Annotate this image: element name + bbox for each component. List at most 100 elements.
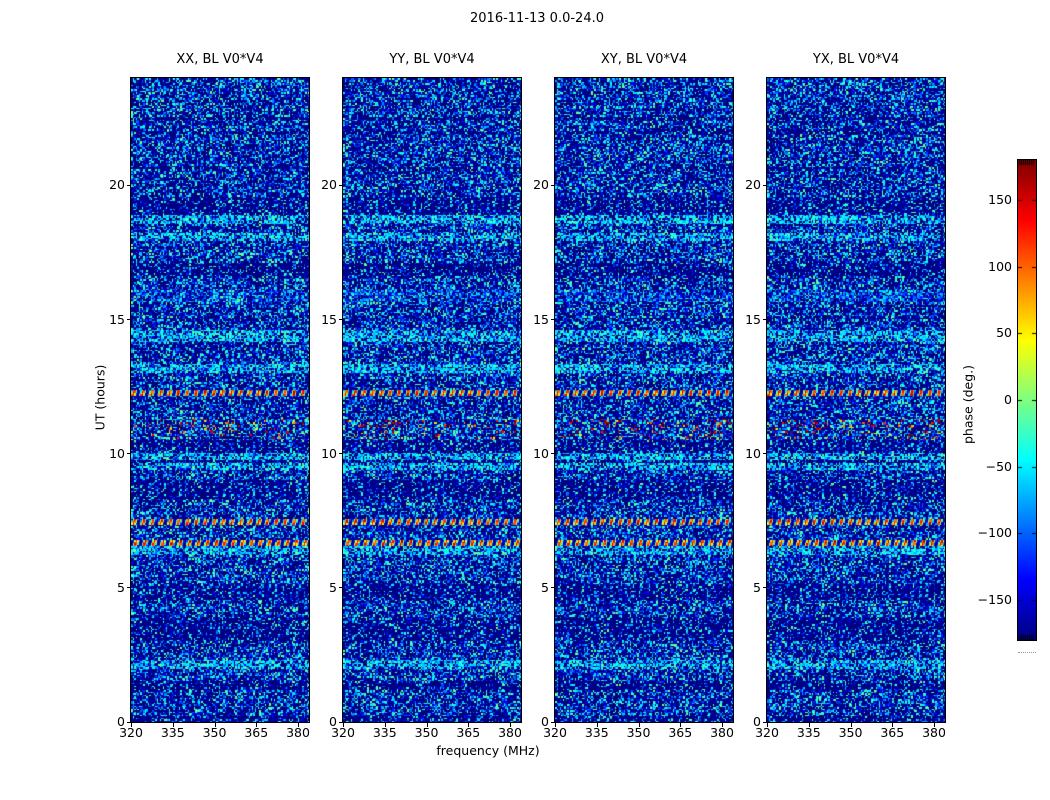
y-tick-mark (551, 184, 554, 186)
x-tick-mark (767, 723, 768, 727)
y-tick-label: 15 (321, 311, 337, 327)
x-tick-mark (172, 723, 174, 727)
y-tick-mark (551, 319, 554, 320)
y-axis-label-wrap: UT (hours) (90, 330, 110, 470)
x-tick-label: 335 (796, 725, 821, 740)
y-tick-mark (763, 453, 766, 455)
y-tick-label: 20 (321, 177, 337, 193)
x-tick-mark (343, 723, 344, 727)
x-tick-mark (808, 723, 810, 727)
y-axis-label: UT (hours) (92, 364, 108, 431)
x-tick-label: 365 (244, 725, 269, 740)
y-tick-mark (127, 453, 130, 455)
x-tick-mark (131, 723, 132, 727)
x-tick-label: 365 (880, 725, 905, 740)
colorbar (1017, 159, 1037, 641)
y-tick-label: 5 (541, 579, 549, 595)
y-tick-mark (339, 319, 342, 320)
y-tick-mark (127, 184, 130, 186)
panel-title-xx: XX, BL V0*V4 (176, 52, 264, 67)
x-tick-mark (468, 723, 470, 727)
y-tick-mark (127, 721, 130, 723)
heatmap-panel-xx (130, 77, 310, 723)
heatmap-canvas-xy (555, 78, 733, 722)
y-tick-label: 15 (109, 311, 125, 327)
colorbar-tick-label: −50 (985, 458, 1012, 474)
x-tick-label: 350 (838, 725, 863, 740)
x-tick-label: 320 (331, 725, 355, 740)
x-tick-label: 350 (414, 725, 439, 740)
x-tick-mark (298, 723, 299, 727)
x-tick-label: 350 (202, 725, 227, 740)
x-tick-label: 380 (498, 725, 522, 740)
x-tick-mark (638, 723, 640, 727)
x-tick-mark (596, 723, 598, 727)
y-tick-label: 5 (117, 579, 125, 595)
y-tick-mark (339, 587, 342, 589)
colorbar-tick-label: 50 (996, 325, 1012, 341)
y-tick-label: 10 (321, 445, 337, 461)
y-tick-mark (763, 721, 766, 723)
colorbar-tick-label: 0 (1004, 392, 1012, 407)
x-tick-mark (722, 723, 723, 727)
y-tick-label: 5 (329, 579, 337, 595)
colorbar-tick-label: −150 (977, 592, 1012, 607)
y-tick-label: 15 (533, 311, 549, 327)
x-tick-label: 365 (668, 725, 693, 740)
y-tick-label: 0 (753, 714, 761, 729)
x-axis-label: frequency (MHz) (436, 743, 540, 758)
y-tick-label: 0 (329, 714, 337, 729)
figure-title: 2016-11-13 0.0-24.0 (470, 11, 604, 26)
y-tick-mark (339, 453, 342, 455)
y-tick-label: 0 (117, 714, 125, 729)
y-tick-label: 10 (109, 445, 125, 461)
heatmap-canvas-yy (343, 78, 521, 722)
y-tick-mark (551, 721, 554, 723)
y-tick-mark (763, 184, 766, 186)
y-tick-label: 20 (533, 177, 549, 193)
heatmap-panel-yy (342, 77, 522, 723)
x-tick-label: 335 (584, 725, 609, 740)
colorbar-tick-label: −100 (977, 525, 1012, 541)
y-tick-label: 0 (541, 714, 549, 729)
x-tick-label: 335 (372, 725, 397, 740)
x-tick-label: 350 (626, 725, 651, 740)
y-tick-mark (763, 319, 766, 320)
y-tick-label: 10 (533, 445, 549, 461)
x-tick-mark (426, 723, 428, 727)
colorbar-tick-label: 150 (988, 192, 1012, 207)
x-tick-label: 380 (710, 725, 734, 740)
panel-title-yy: YY, BL V0*V4 (389, 52, 475, 67)
x-tick-mark (680, 723, 682, 727)
panel-title-yx: YX, BL V0*V4 (812, 52, 900, 67)
y-tick-mark (127, 319, 130, 320)
x-tick-mark (510, 723, 511, 727)
colorbar-tick-label: 100 (988, 258, 1012, 274)
x-tick-label: 380 (286, 725, 310, 740)
x-tick-mark (384, 723, 386, 727)
x-tick-mark (892, 723, 894, 727)
y-tick-label: 15 (745, 311, 761, 327)
y-tick-label: 5 (753, 579, 761, 595)
x-tick-mark (934, 723, 935, 727)
x-tick-label: 320 (543, 725, 567, 740)
panel-title-xy: XY, BL V0*V4 (600, 52, 688, 67)
y-tick-label: 20 (745, 177, 761, 193)
y-tick-mark (127, 587, 130, 589)
x-tick-mark (256, 723, 258, 727)
x-tick-label: 320 (755, 725, 779, 740)
x-tick-label: 380 (922, 725, 946, 740)
x-tick-mark (214, 723, 216, 727)
x-tick-label: 320 (119, 725, 143, 740)
y-tick-mark (339, 184, 342, 186)
y-tick-mark (339, 721, 342, 723)
heatmap-panel-yx (766, 77, 946, 723)
heatmap-panel-xy (554, 77, 734, 723)
heatmap-canvas-xx (131, 78, 309, 722)
colorbar-dotted-line (1018, 652, 1036, 653)
x-tick-label: 335 (160, 725, 185, 740)
x-tick-mark (850, 723, 852, 727)
y-tick-label: 20 (109, 177, 125, 193)
y-tick-mark (551, 587, 554, 589)
